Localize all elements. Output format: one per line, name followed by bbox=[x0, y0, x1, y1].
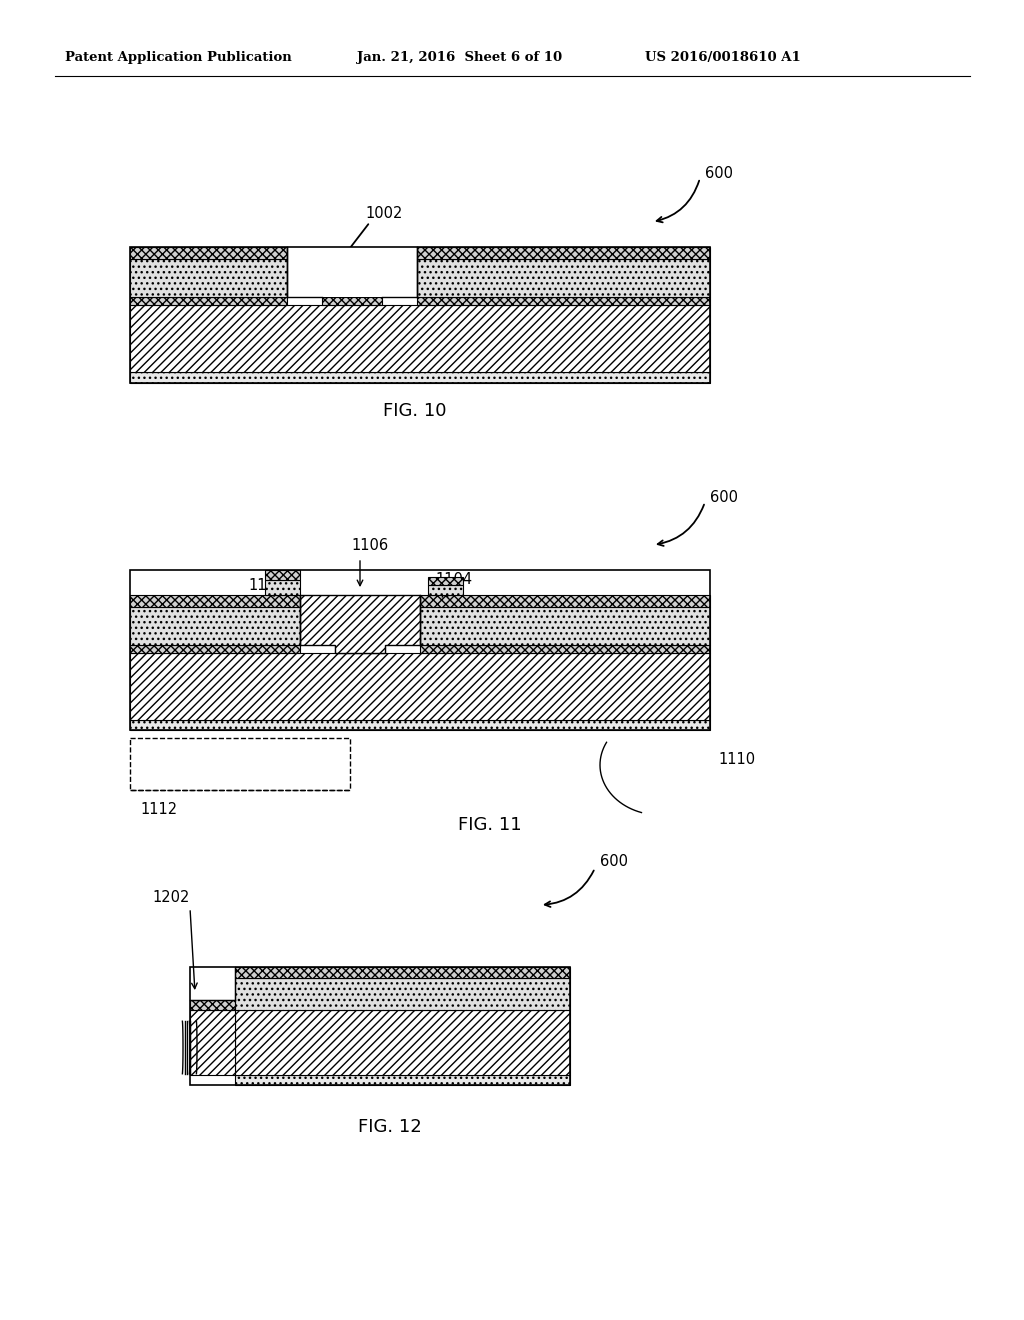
Bar bbox=[130, 738, 350, 789]
Text: 1104: 1104 bbox=[435, 573, 472, 587]
Bar bbox=[420, 607, 710, 645]
Bar bbox=[234, 978, 570, 1010]
Text: Jan. 21, 2016  Sheet 6 of 10: Jan. 21, 2016 Sheet 6 of 10 bbox=[357, 51, 562, 65]
Bar bbox=[335, 645, 385, 653]
Bar bbox=[417, 297, 710, 305]
Bar bbox=[130, 653, 710, 719]
Bar bbox=[428, 585, 463, 595]
Bar bbox=[130, 645, 300, 653]
Bar bbox=[130, 247, 287, 259]
Text: FIG. 10: FIG. 10 bbox=[383, 403, 446, 420]
Bar bbox=[420, 595, 710, 607]
Text: 1112: 1112 bbox=[140, 803, 177, 817]
Text: 1202: 1202 bbox=[152, 891, 189, 906]
Bar bbox=[130, 372, 710, 383]
Text: 1108: 1108 bbox=[140, 748, 177, 763]
Text: FIG. 12: FIG. 12 bbox=[358, 1118, 422, 1137]
Bar bbox=[265, 579, 300, 595]
Bar bbox=[420, 645, 710, 653]
Bar bbox=[190, 968, 570, 1085]
Text: 600: 600 bbox=[600, 854, 628, 870]
Text: US 2016/0018610 A1: US 2016/0018610 A1 bbox=[645, 51, 801, 65]
Bar bbox=[234, 1010, 570, 1074]
Text: 1110: 1110 bbox=[718, 752, 755, 767]
Bar bbox=[190, 1010, 234, 1074]
Text: 600: 600 bbox=[705, 165, 733, 181]
Text: Patent Application Publication: Patent Application Publication bbox=[65, 51, 292, 65]
Bar bbox=[234, 968, 570, 978]
Bar bbox=[130, 570, 710, 730]
Bar bbox=[130, 595, 300, 607]
Bar bbox=[130, 607, 300, 645]
Text: 1002: 1002 bbox=[365, 206, 402, 222]
Bar bbox=[322, 297, 382, 305]
Bar bbox=[130, 305, 710, 372]
Text: 1106: 1106 bbox=[351, 537, 388, 553]
Bar bbox=[417, 247, 710, 259]
Bar bbox=[417, 259, 710, 297]
Bar bbox=[428, 577, 463, 585]
Bar bbox=[265, 570, 300, 579]
Bar bbox=[234, 1074, 570, 1085]
Text: FIG. 11: FIG. 11 bbox=[458, 816, 522, 834]
Bar bbox=[130, 247, 710, 383]
Polygon shape bbox=[300, 595, 420, 653]
Text: 1102: 1102 bbox=[248, 578, 286, 593]
Bar bbox=[287, 247, 417, 297]
Bar bbox=[130, 259, 287, 297]
Bar bbox=[190, 1001, 234, 1010]
Bar bbox=[130, 297, 287, 305]
Text: 600: 600 bbox=[710, 490, 738, 504]
Bar bbox=[130, 719, 710, 730]
